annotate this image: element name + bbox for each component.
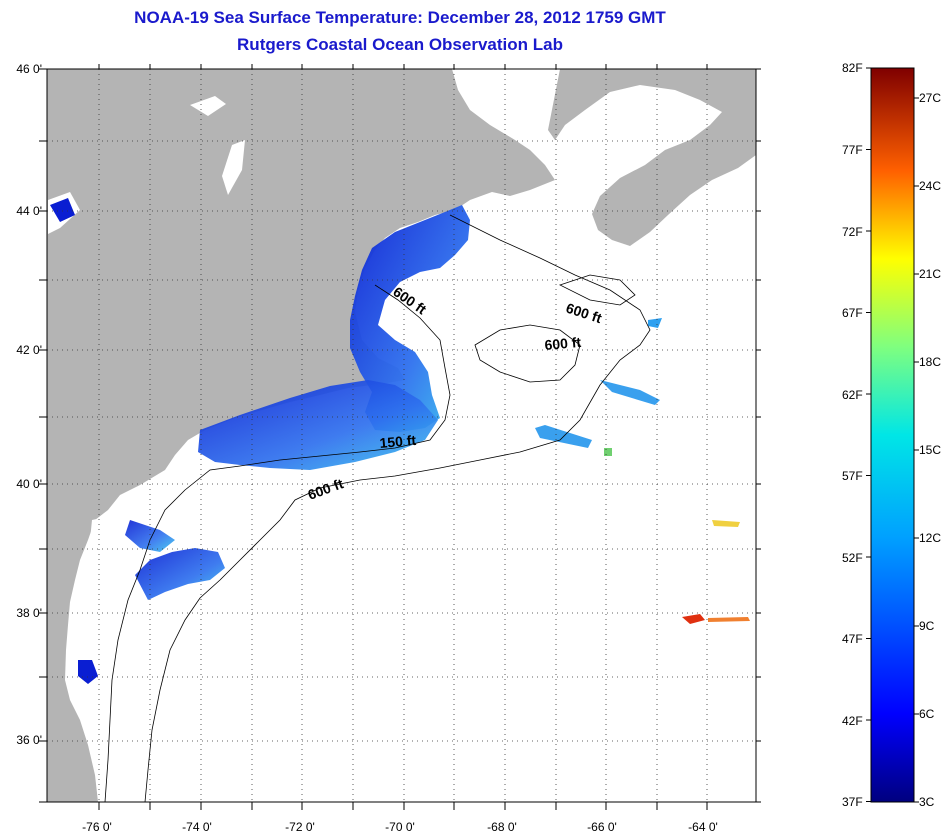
cb-c-18: 18C: [919, 355, 942, 369]
sst-shelf-swath: [198, 380, 438, 470]
lon-label-70: -70 0': [385, 820, 415, 834]
cb-c-6: 6C: [919, 707, 935, 721]
cb-f-62: 62F: [842, 388, 863, 402]
title-line-1: NOAA-19 Sea Surface Temperature: Decembe…: [134, 8, 666, 27]
axis-ticks: [39, 64, 761, 810]
contour-label-150ft: 150 ft: [379, 432, 417, 451]
cb-c-9: 9C: [919, 619, 935, 633]
bathymetry-contours: [104, 214, 651, 802]
landmass-us: [47, 69, 555, 802]
lon-label-64: -64 0': [688, 820, 718, 834]
lon-label-76: -76 0': [82, 820, 112, 834]
colorbar-ticks: [866, 67, 919, 803]
contour-label-600ft-3: 600 ft: [544, 334, 582, 353]
cb-f-77: 77F: [842, 143, 863, 157]
cb-f-72: 72F: [842, 225, 863, 239]
lon-label-68: -68 0': [487, 820, 517, 834]
cb-c-3: 3C: [919, 795, 935, 809]
sst-nj-swath: [135, 548, 225, 600]
cb-f-47: 47F: [842, 632, 863, 646]
cb-f-82: 82F: [842, 61, 863, 75]
title-line-2: Rutgers Coastal Ocean Observation Lab: [237, 35, 563, 54]
sst-gulf-of-maine: [350, 205, 470, 432]
cb-c-15: 15C: [919, 443, 942, 457]
cb-c-21: 21C: [919, 267, 942, 281]
cb-f-52: 52F: [842, 551, 863, 565]
cb-f-42: 42F: [842, 714, 863, 728]
cb-c-27: 27C: [919, 91, 942, 105]
graticule: [47, 69, 756, 802]
warm-patch: [682, 614, 705, 624]
landmass-nova-scotia: [548, 69, 756, 246]
lon-label-66: -66 0': [587, 820, 617, 834]
lat-label-40: 40 0': [16, 477, 42, 491]
lat-label-36: 36 0': [16, 733, 42, 747]
cb-f-57: 57F: [842, 469, 863, 483]
lat-label-42: 42 0': [16, 343, 42, 357]
lat-label-46: 46 0': [16, 62, 42, 76]
cb-c-24: 24C: [919, 179, 942, 193]
lat-label-38: 38 0': [16, 606, 42, 620]
cb-c-12: 12C: [919, 531, 942, 545]
cb-f-67: 67F: [842, 306, 863, 320]
cb-f-37: 37F: [842, 795, 863, 809]
lon-label-72: -72 0': [285, 820, 315, 834]
lon-label-74: -74 0': [182, 820, 212, 834]
lat-label-44: 44 0': [16, 204, 42, 218]
colorbar: [870, 67, 915, 803]
